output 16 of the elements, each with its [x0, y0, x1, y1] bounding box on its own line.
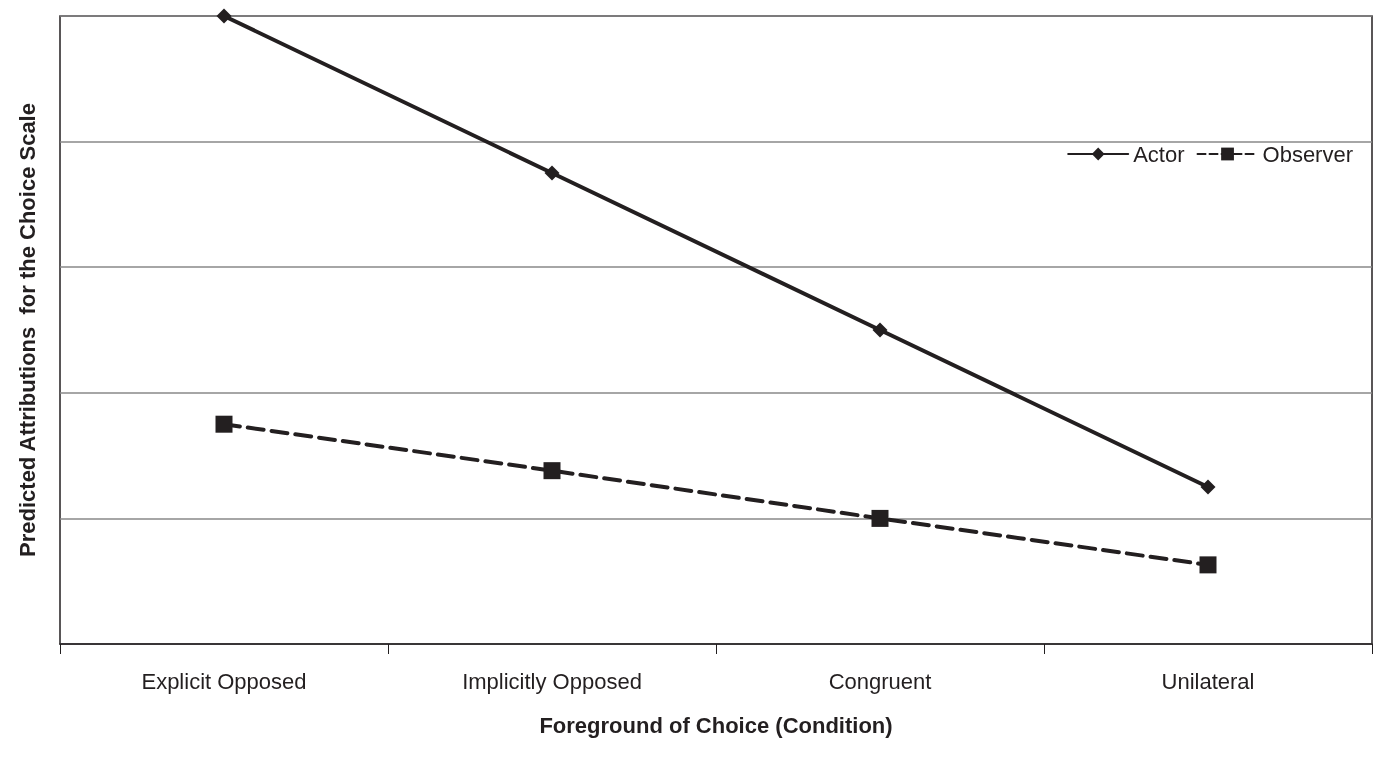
- x-tick-label: Unilateral: [1161, 668, 1255, 694]
- point: [215, 415, 233, 433]
- x-tick-label: Congruent: [828, 668, 932, 694]
- x-tick-label: Explicit Opposed: [141, 668, 307, 694]
- legend-label: Observer: [1262, 141, 1354, 167]
- point: [872, 322, 888, 338]
- point: [871, 509, 889, 527]
- point: [543, 462, 561, 480]
- point: [216, 8, 232, 24]
- legend-label: Actor: [1133, 141, 1185, 167]
- point: [1199, 556, 1217, 574]
- x-axis-title: Foreground of Choice (Condition): [539, 712, 893, 738]
- point: [1200, 479, 1216, 495]
- point: [544, 165, 560, 181]
- x-tick-label: Implicitly Opposed: [462, 668, 642, 694]
- y-axis-title: Predicted Attributions for the Choice Scale: [14, 103, 40, 557]
